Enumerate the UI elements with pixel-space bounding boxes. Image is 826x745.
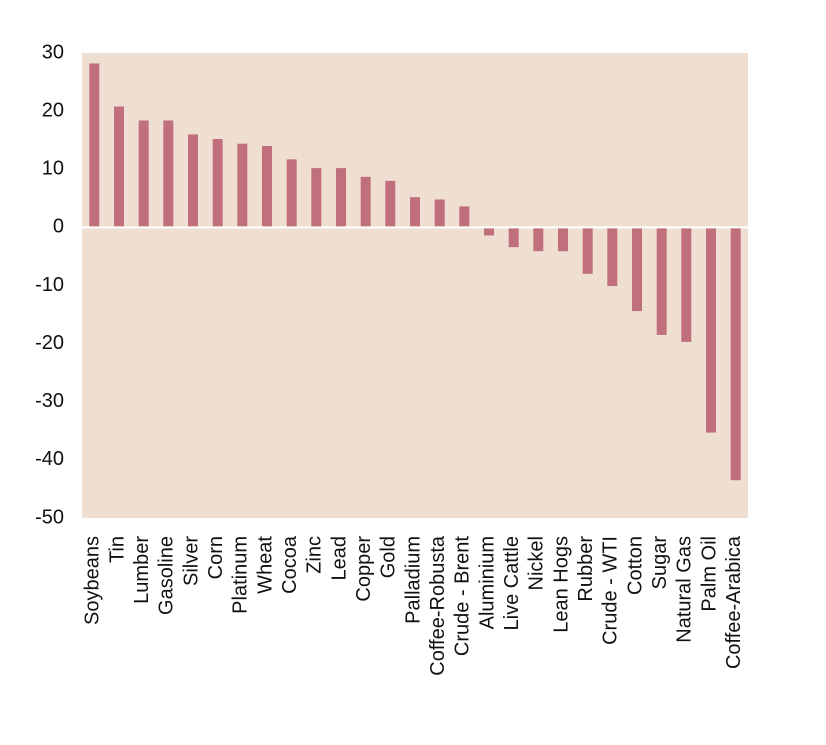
y-tick-label: 20 [42, 99, 64, 121]
y-tick-label: 10 [42, 158, 64, 180]
x-tick-label: Silver [180, 536, 202, 586]
x-tick-label: Rubber [575, 536, 597, 602]
x-tick-label: Palm Oil [698, 536, 720, 612]
y-tick-label: -40 [35, 448, 64, 470]
x-tick-label: Live Cattle [501, 536, 523, 631]
x-tick-label: Zinc [304, 536, 326, 574]
x-tick-label: Corn [205, 536, 227, 579]
x-tick-label: Soybeans [82, 536, 104, 625]
y-tick-label: -20 [35, 332, 64, 354]
bar-lumber [138, 120, 149, 228]
bar-cotton [632, 227, 642, 312]
x-tick-label: Tin [106, 536, 128, 563]
bar-lead [336, 168, 346, 228]
bar-palm-oil [706, 227, 716, 433]
bar-natural-gas [681, 227, 692, 342]
x-tick-label: Lumber [131, 536, 153, 604]
bar-aluminium [484, 227, 494, 236]
bar-gold [385, 180, 396, 228]
x-tick-label: Copper [353, 536, 375, 602]
y-tick-label: -30 [35, 390, 64, 412]
bar-wheat [262, 146, 272, 228]
x-tick-label: Lead [328, 536, 350, 581]
x-tick-label: Platinum [230, 536, 252, 614]
x-tick-label: Crude - WTI [600, 536, 622, 645]
bar-nickel [533, 227, 544, 252]
x-tick-label: Aluminium [476, 536, 498, 629]
y-tick-label: 0 [53, 216, 64, 238]
bar-lean-hogs [558, 227, 568, 252]
bar-copper [360, 176, 371, 228]
bars [89, 63, 741, 481]
x-tick-label: Coffee-Arabica [723, 535, 745, 669]
bar-sugar [656, 227, 667, 335]
bar-zinc [311, 168, 322, 228]
y-tick-label: 30 [42, 41, 64, 63]
x-tick-label: Cocoa [279, 535, 301, 594]
x-tick-label: Wheat [254, 536, 276, 594]
x-tick-label: Natural Gas [674, 536, 696, 643]
bar-silver [188, 134, 198, 228]
bar-coffee-arabica [730, 227, 741, 481]
x-tick-label: Crude - Brent [452, 536, 474, 656]
x-tick-label: Coffee-Robusta [427, 535, 449, 676]
x-tick-label: Palladium [402, 536, 424, 624]
x-tick-label: Gold [378, 536, 400, 578]
bar-platinum [237, 143, 248, 228]
y-tick-label: -50 [35, 506, 64, 528]
bar-tin [114, 106, 124, 228]
y-axis-tick-labels: 30 20 10 0 -10 -20 -30 -40 -50 [35, 41, 64, 528]
x-tick-label: Cotton [624, 536, 646, 595]
bar-live-cattle [508, 227, 519, 248]
bar-gasoline [163, 120, 174, 228]
bar-crude-wti [607, 227, 618, 287]
x-axis-category-labels: Soybeans Tin Lumber Gasoline Silver Corn Plati… [82, 535, 745, 676]
bar-rubber [582, 227, 593, 274]
plot-area [82, 53, 748, 518]
bar-corn [212, 139, 223, 228]
bar-palladium [410, 197, 420, 228]
y-tick-label: -10 [35, 274, 64, 296]
bar-crude-brent [459, 206, 470, 228]
bar-coffee-robusta [434, 199, 445, 228]
bar-cocoa [286, 159, 297, 228]
bar-soybeans [89, 63, 100, 228]
x-tick-label: Gasoline [156, 536, 178, 615]
x-tick-label: Lean Hogs [550, 536, 572, 633]
x-tick-label: Sugar [649, 536, 671, 590]
x-tick-label: Nickel [526, 536, 548, 590]
